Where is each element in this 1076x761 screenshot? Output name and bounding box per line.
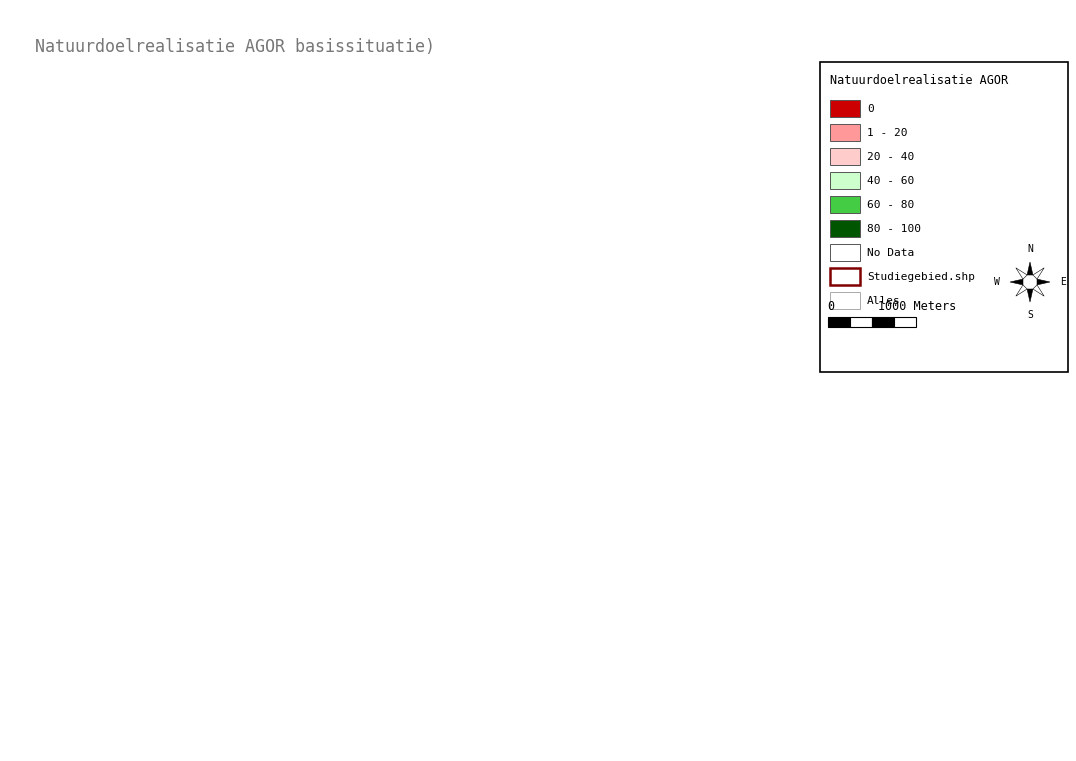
- Bar: [830, 124, 860, 141]
- Text: 0: 0: [867, 103, 874, 113]
- Bar: [830, 100, 860, 117]
- Polygon shape: [1033, 285, 1044, 296]
- Text: Alles: Alles: [867, 295, 901, 305]
- Text: S: S: [1028, 310, 1033, 320]
- Text: 20 - 40: 20 - 40: [867, 151, 915, 161]
- Bar: [872, 317, 894, 327]
- Polygon shape: [1016, 268, 1028, 279]
- Bar: [894, 317, 916, 327]
- Bar: [830, 148, 860, 165]
- Polygon shape: [1028, 289, 1033, 302]
- Text: N: N: [1028, 244, 1033, 254]
- Bar: [820, 62, 1068, 372]
- Text: 80 - 100: 80 - 100: [867, 224, 921, 234]
- Bar: [830, 196, 860, 213]
- Bar: [830, 292, 860, 309]
- Text: 40 - 60: 40 - 60: [867, 176, 915, 186]
- Polygon shape: [1033, 268, 1044, 279]
- Polygon shape: [1037, 279, 1050, 285]
- Text: Natuurdoelrealisatie AGOR: Natuurdoelrealisatie AGOR: [830, 74, 1008, 87]
- Text: 60 - 80: 60 - 80: [867, 199, 915, 209]
- Bar: [830, 244, 860, 261]
- Bar: [830, 268, 860, 285]
- Bar: [830, 220, 860, 237]
- Bar: [850, 317, 872, 327]
- Text: Natuurdoelrealisatie AGOR basissituatie): Natuurdoelrealisatie AGOR basissituatie): [36, 38, 435, 56]
- Text: 0      1000 Meters: 0 1000 Meters: [829, 300, 957, 313]
- Text: No Data: No Data: [867, 247, 915, 257]
- Text: Studiegebied.shp: Studiegebied.shp: [867, 272, 975, 282]
- Text: W: W: [994, 277, 1000, 287]
- Text: 1 - 20: 1 - 20: [867, 128, 907, 138]
- Bar: [829, 317, 850, 327]
- Polygon shape: [1010, 279, 1023, 285]
- Bar: [830, 172, 860, 189]
- Polygon shape: [1016, 285, 1028, 296]
- Polygon shape: [1028, 262, 1033, 275]
- Text: E: E: [1060, 277, 1066, 287]
